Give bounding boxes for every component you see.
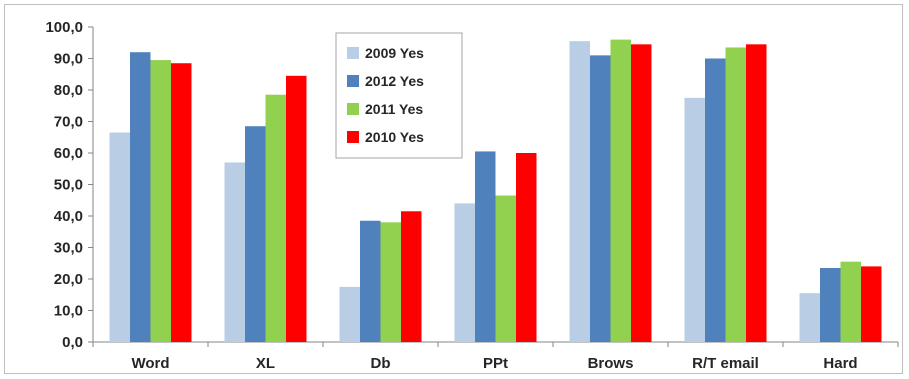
y-tick-label: 90,0 — [54, 51, 83, 68]
legend-label: 2010 Yes — [365, 129, 424, 145]
y-tick-label: 40,0 — [54, 208, 83, 225]
bar — [401, 211, 422, 342]
bar — [360, 220, 381, 342]
bar — [840, 261, 861, 342]
bar — [265, 94, 286, 342]
x-tick-label: PPt — [483, 355, 508, 372]
bar — [224, 162, 245, 342]
bar — [171, 63, 192, 342]
bar — [746, 44, 767, 342]
bar — [495, 195, 516, 342]
bar — [799, 293, 820, 342]
legend-label: 2009 Yes — [365, 45, 424, 61]
x-tick-label: Db — [371, 355, 391, 372]
y-tick-label: 60,0 — [54, 145, 83, 162]
bar — [245, 126, 266, 342]
y-tick-label: 20,0 — [54, 271, 83, 288]
legend-swatch — [347, 103, 359, 115]
bar — [339, 286, 360, 342]
y-tick-label: 70,0 — [54, 114, 83, 131]
x-tick-label: R/T email — [692, 355, 759, 372]
bar — [820, 267, 841, 342]
bar — [454, 203, 475, 342]
bar — [705, 58, 726, 342]
chart-frame: 0,0 10,0 20,0 30,0 40,0 50,0 60,0 70,0 80,0 90,0 1… — [4, 4, 903, 374]
legend: 2009 Yes 2012 Yes 2011 Yes 2010 Yes — [335, 32, 463, 159]
x-tick-label: Hard — [823, 355, 857, 372]
legend-swatch — [347, 75, 359, 87]
bar — [516, 153, 537, 342]
y-tick-label: 0,0 — [62, 334, 83, 351]
legend-label: 2011 Yes — [365, 101, 423, 117]
bar — [380, 222, 401, 342]
bar — [286, 75, 307, 342]
x-tick-label: XL — [256, 355, 275, 372]
y-tick-label: 80,0 — [54, 82, 83, 99]
bar-chart: 0,0 10,0 20,0 30,0 40,0 50,0 60,0 70,0 80,0 90,0 1… — [45, 19, 899, 372]
legend-swatch — [347, 131, 359, 143]
y-tick-label: 10,0 — [54, 303, 83, 320]
y-tick-label: 30,0 — [54, 240, 83, 257]
bar — [610, 39, 631, 342]
y-tick-label: 100,0 — [45, 19, 83, 36]
bar — [631, 44, 652, 342]
bar — [861, 266, 882, 342]
legend-swatch — [347, 47, 359, 59]
bar — [130, 52, 151, 342]
x-tick-label: Brows — [588, 355, 634, 372]
bar — [150, 60, 171, 342]
bar — [109, 132, 130, 342]
bar — [684, 97, 705, 342]
bar — [475, 151, 496, 342]
x-tick-label: Word — [131, 355, 169, 372]
legend-label: 2012 Yes — [365, 73, 424, 89]
bar — [590, 55, 611, 342]
bar — [569, 41, 590, 343]
y-tick-label: 50,0 — [54, 177, 83, 194]
bars — [109, 39, 882, 343]
bar — [725, 47, 746, 342]
